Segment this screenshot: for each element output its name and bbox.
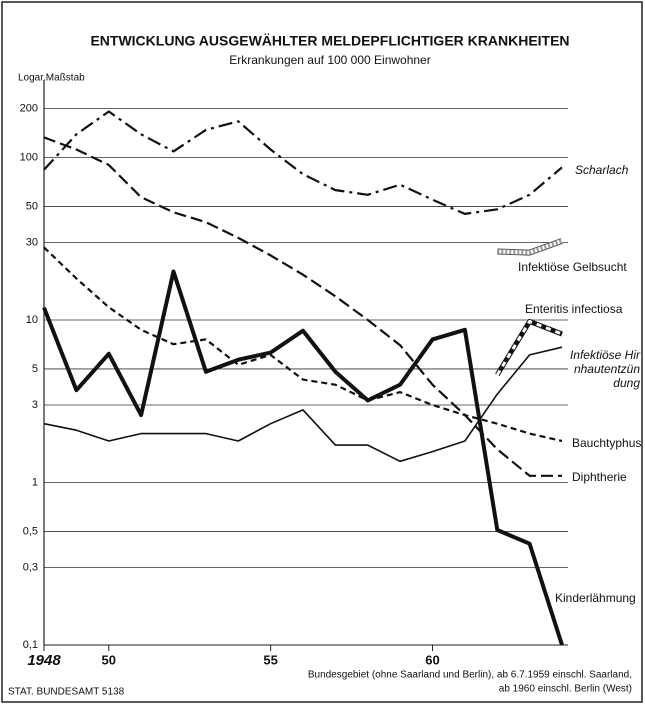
y-tick-label: 50 [26,200,38,212]
series-label: Diphtherie [572,470,627,484]
note: Bundesgebiet (ohne Saarland und Berlin),… [308,670,632,681]
x-tick-label: 60 [425,652,439,667]
y-tick-label: 0,1 [23,639,38,651]
series-line [43,110,563,215]
x-tick-label: 50 [102,652,116,667]
y-tick-label: 0,3 [23,561,38,573]
series-label: Infektiöse Gelbsucht [518,260,627,274]
series-label: Bauchtyphus [572,436,642,450]
series-line [42,269,564,646]
y-axis-label: Logar.Maßstab [18,73,85,84]
y-tick-label: 100 [20,151,38,163]
series-line [497,239,563,255]
series-line [43,246,563,443]
series-label: Kinderlähmung [555,591,636,605]
y-tick-label: 0,5 [23,525,38,537]
series-line [495,318,563,377]
series-line [43,346,563,463]
y-tick-label: 30 [26,236,38,248]
series-label: Infektiöse Hirnhautentzündung [569,348,640,390]
y-tick-label: 200 [20,103,38,115]
x-tick-label: 55 [263,652,277,667]
series-label: Enteritis infectiosa [525,302,623,316]
y-tick-label: 5 [32,363,38,375]
series-line [43,136,562,477]
chart-title: ENTWICKLUNG AUSGEWÄHLTER MELDEPFLICHTIGE… [90,33,569,49]
source: STAT. BUNDESAMT 5138 [8,687,125,698]
chart-subtitle: Erkrankungen auf 100 000 Einwohner [229,53,430,67]
y-tick-label: 10 [26,314,38,326]
series-line [496,319,563,376]
y-tick-label: 1 [32,476,38,488]
y-tick-label: 3 [32,399,38,411]
note: ab 1960 einschl. Berlin (West) [499,684,632,695]
series-label: Scharlach [575,163,629,177]
x-tick-label: 1948 [27,652,61,669]
